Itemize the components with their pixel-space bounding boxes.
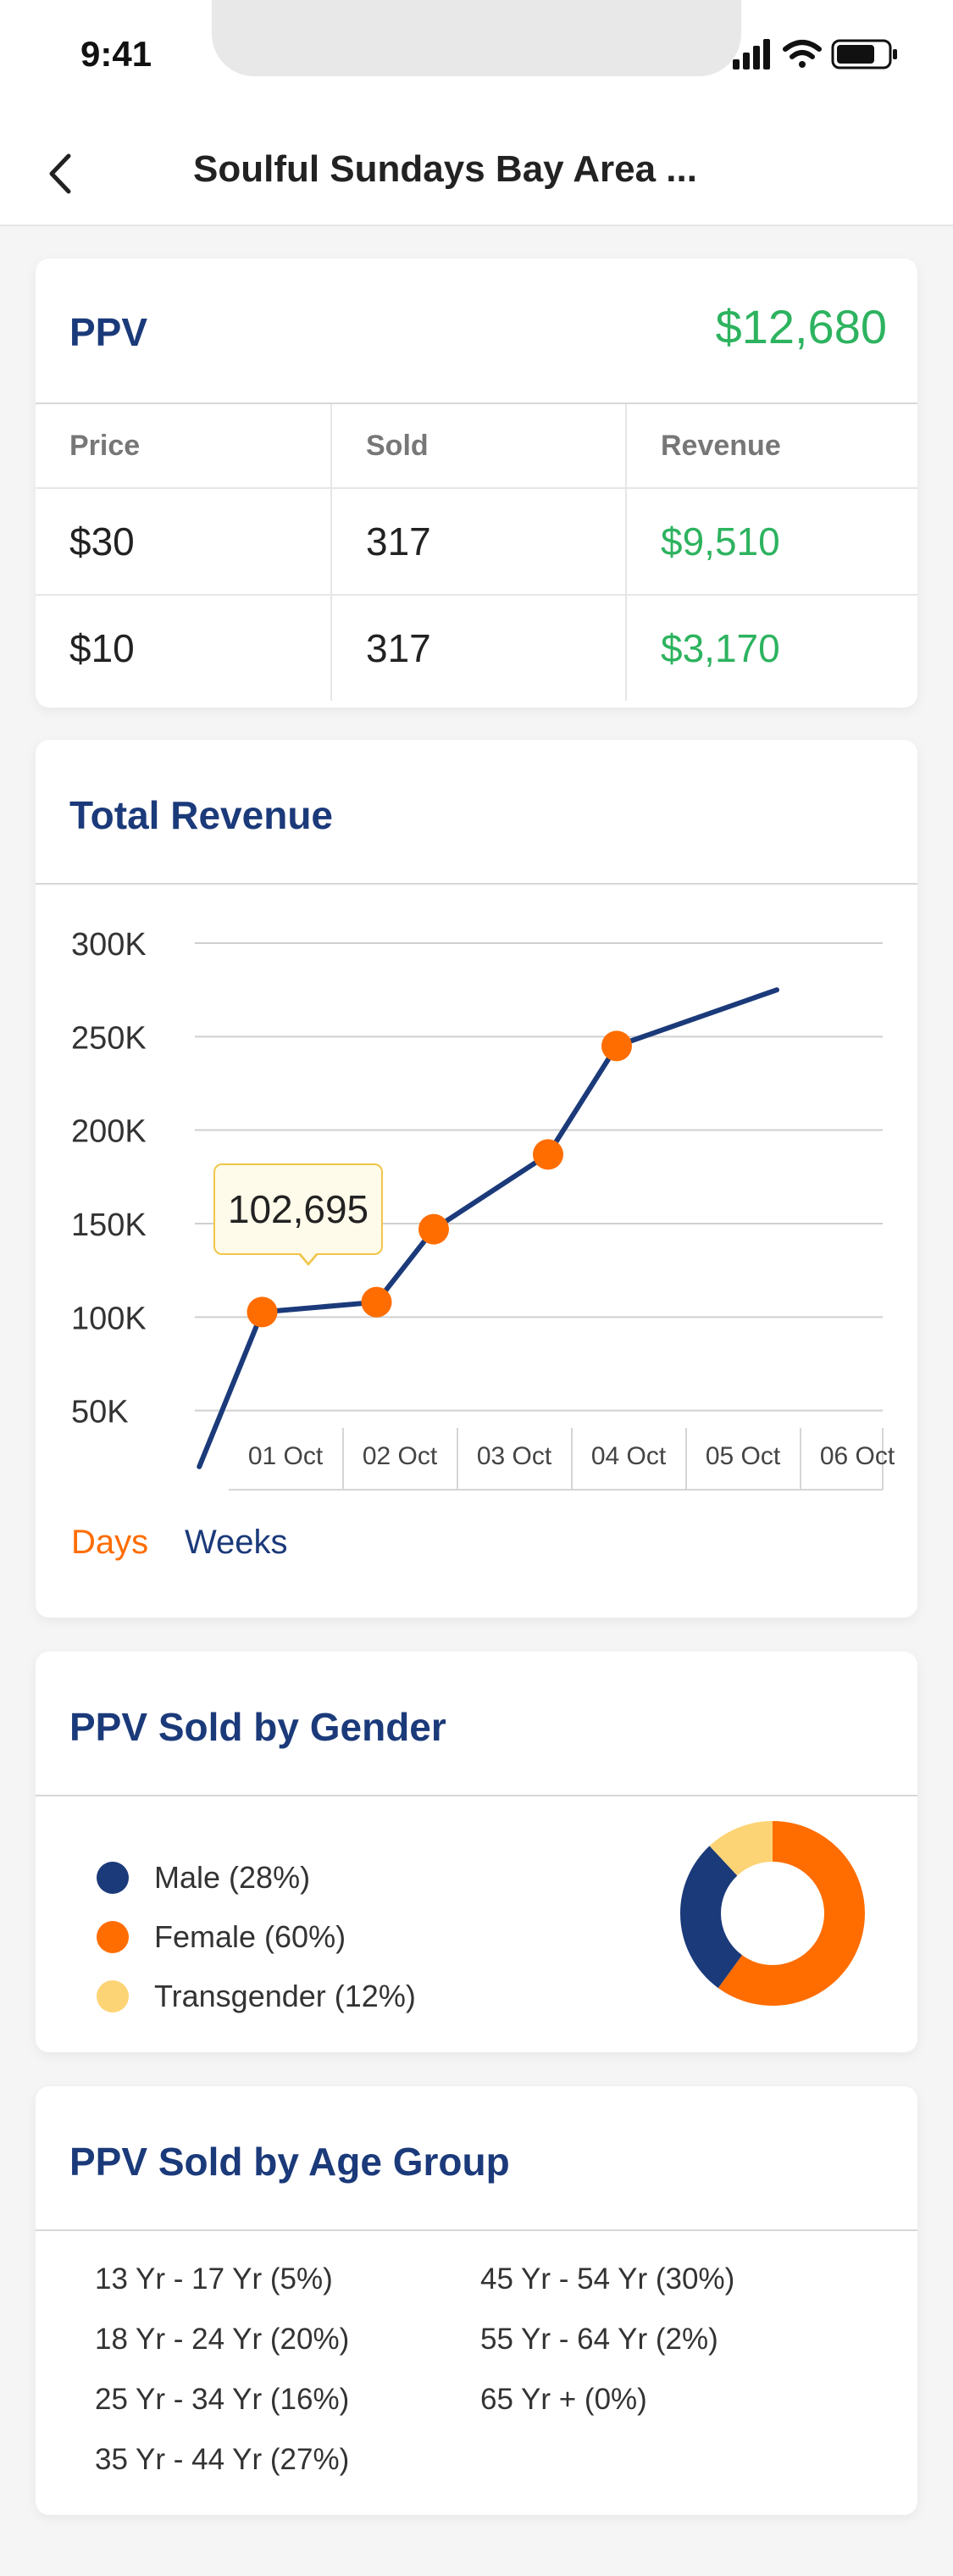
revenue-cell: $3,170	[625, 596, 917, 701]
notch	[212, 0, 741, 76]
wifi-icon	[783, 40, 822, 68]
y-tick-label: 250K	[71, 1020, 147, 1056]
back-button[interactable]	[38, 148, 80, 199]
x-tick-label: 02 Oct	[363, 1442, 438, 1470]
sold-cell: 317	[330, 596, 625, 701]
gender-donut-chart	[680, 1821, 865, 2006]
legend-label: Male (28%)	[154, 1860, 311, 1895]
x-tick-label: 03 Oct	[477, 1442, 552, 1470]
data-point	[418, 1213, 449, 1245]
header-price: Price	[69, 429, 141, 462]
total-revenue-card: Total Revenue 50K 100K 150K 200K 250K 300K 01 …	[36, 740, 917, 1618]
table-row: $10 317 $3,170	[36, 596, 917, 701]
total-revenue-title: Total Revenue	[69, 793, 333, 837]
table-row: $30 317 $9,510	[36, 489, 917, 596]
age-group-list: 13 Yr - 17 Yr (5%) 18 Yr - 24 Yr (20%) 2…	[95, 2262, 874, 2517]
nav-bar: Soulful Sundays Bay Area ...	[0, 106, 953, 226]
list-item: 35 Yr - 44 Yr (27%)	[95, 2443, 350, 2476]
x-tick-label: 06 Oct	[820, 1442, 895, 1470]
data-point	[247, 1296, 278, 1328]
chart-tooltip: 102,695	[213, 1163, 383, 1255]
list-item: 18 Yr - 24 Yr (20%)	[95, 2323, 350, 2356]
divider	[36, 402, 917, 404]
list-item: 45 Yr - 54 Yr (30%)	[480, 2262, 735, 2296]
x-tick-label: 05 Oct	[706, 1442, 781, 1470]
price-cell: $30	[69, 519, 135, 564]
legend-dot-male	[97, 1862, 129, 1894]
ppv-title: PPV	[69, 310, 148, 354]
status-time: 9:41	[80, 34, 152, 74]
price-cell: $10	[69, 626, 135, 670]
legend-item-transgender: Transgender (12%)	[97, 1967, 416, 2026]
tooltip-arrow	[298, 1252, 319, 1266]
age-group-title: PPV Sold by Age Group	[69, 2140, 510, 2184]
y-tick-label: 200K	[71, 1114, 147, 1150]
legend-dot-transgender	[97, 1980, 129, 2012]
legend-item-male: Male (28%)	[97, 1848, 416, 1907]
list-item: 25 Yr - 34 Yr (16%)	[95, 2383, 350, 2416]
header-sold: Sold	[330, 404, 625, 487]
list-item: 65 Yr + (0%)	[480, 2383, 647, 2416]
donut-slice	[680, 1821, 865, 2006]
age-group-card: PPV Sold by Age Group 13 Yr - 17 Yr (5%)…	[36, 2086, 917, 2515]
sold-cell: 317	[330, 489, 625, 594]
data-point	[361, 1286, 392, 1318]
ppv-card: PPV $12,680 Price Sold Revenue $30 317 $…	[36, 258, 917, 708]
list-item: 13 Yr - 17 Yr (5%)	[95, 2262, 333, 2296]
tab-days[interactable]: Days	[71, 1524, 149, 1561]
ppv-total-revenue: $12,680	[715, 300, 887, 353]
gender-legend: Male (28%) Female (60%) Transgender (12%…	[97, 1848, 416, 2026]
legend-label: Female (60%)	[154, 1919, 346, 1954]
back-chevron-icon	[49, 153, 71, 194]
ppv-table-header: Price Sold Revenue	[36, 404, 917, 489]
ppv-table: Price Sold Revenue $30 317 $9,510 $10 31…	[36, 404, 917, 701]
y-tick-label: 50K	[71, 1395, 129, 1430]
data-point	[533, 1139, 563, 1170]
y-tick-label: 300K	[71, 927, 147, 963]
status-bar: 9:41	[0, 0, 953, 106]
divider	[36, 1795, 917, 1796]
x-tick-label: 04 Oct	[591, 1442, 667, 1470]
page-title: Soulful Sundays Bay Area ...	[193, 148, 697, 190]
data-point	[601, 1030, 632, 1062]
battery-icon	[831, 39, 897, 69]
revenue-line-chart: 50K 100K 150K 200K 250K 300K 01 Oct 02 Oct 03 Oc…	[71, 927, 895, 1491]
x-tick-label: 01 Oct	[248, 1442, 324, 1470]
legend-item-female: Female (60%)	[97, 1907, 416, 1967]
status-icons	[733, 39, 897, 69]
y-tick-label: 150K	[71, 1208, 147, 1243]
legend-label: Transgender (12%)	[154, 1979, 416, 2013]
legend-dot-female	[97, 1921, 129, 1953]
gender-title: PPV Sold by Gender	[69, 1705, 446, 1749]
list-item: 55 Yr - 64 Yr (2%)	[480, 2323, 718, 2356]
header-revenue: Revenue	[625, 404, 917, 487]
gender-card: PPV Sold by Gender Male (28%) Female (60…	[36, 1652, 917, 2052]
signal-icon	[733, 39, 770, 69]
divider	[36, 2229, 917, 2231]
tab-weeks[interactable]: Weeks	[185, 1524, 288, 1561]
divider	[36, 883, 917, 885]
revenue-cell: $9,510	[625, 489, 917, 594]
y-tick-label: 100K	[71, 1301, 147, 1336]
donut-slice	[680, 1821, 865, 2006]
